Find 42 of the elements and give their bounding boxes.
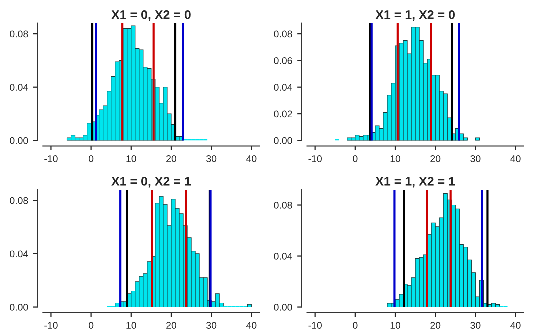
x-tick-label: 40	[510, 322, 521, 330]
y-tick-label: 0.00	[274, 137, 292, 144]
y-tick-label: 0.08	[10, 30, 28, 38]
y-tick-label: 0.06	[274, 57, 292, 64]
x-tick-label: 30	[470, 322, 481, 330]
y-tick-label: 0.08	[274, 30, 292, 38]
y-tick-label: 0.00	[274, 304, 292, 311]
y-tick-label: 0.04	[10, 84, 28, 91]
chart-title: X1 = 0, X2 = 0	[112, 10, 191, 22]
x-tick-label: 10	[126, 322, 136, 330]
x-tick-label: 40	[510, 156, 521, 162]
chart-title: X1 = 0, X2 = 1	[112, 177, 192, 188]
y-tick-label: 0.04	[274, 253, 292, 260]
x-tick-label: 0	[353, 156, 358, 162]
x-tick-label: 0	[353, 322, 358, 330]
y-tick-label: 0.00	[10, 304, 28, 311]
y-tick-label: 0.02	[274, 110, 292, 118]
x-tick-label: 30	[206, 322, 217, 330]
x-tick-label: 20	[430, 322, 441, 330]
x-tick-label: 0	[88, 322, 94, 330]
x-tick-label: 40	[246, 156, 257, 162]
x-tick-label: -10	[44, 322, 58, 330]
x-tick-label: 10	[126, 156, 136, 162]
x-tick-label: -10	[308, 156, 322, 162]
x-tick-label: 10	[390, 156, 401, 162]
x-tick-label: 10	[390, 322, 401, 330]
x-tick-label: 20	[166, 156, 177, 162]
x-tick-label: -10	[44, 156, 58, 162]
chart-title: X1 = 1, X2 = 1	[376, 177, 456, 188]
x-tick-label: 20	[166, 322, 177, 330]
y-tick-label: 0.08	[10, 197, 28, 204]
chart-title: X1 = 1, X2 = 0	[376, 10, 456, 22]
x-tick-label: 30	[470, 156, 481, 162]
x-tick-label: -10	[308, 322, 322, 330]
y-tick-label: 0.00	[10, 137, 28, 144]
y-tick-label: 0.08	[274, 202, 292, 209]
y-tick-label: 0.04	[274, 84, 292, 91]
x-tick-label: 30	[206, 156, 217, 162]
y-tick-label: 0.04	[10, 250, 28, 258]
x-tick-label: 0	[88, 156, 94, 162]
x-tick-label: 20	[430, 156, 441, 162]
x-tick-label: 40	[246, 322, 257, 330]
